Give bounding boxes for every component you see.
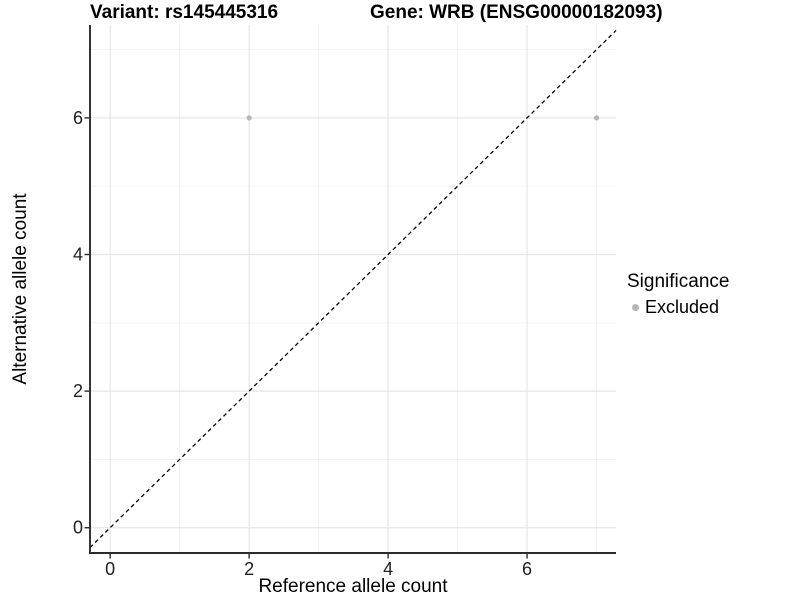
identity-dashed-line	[89, 30, 617, 548]
legend-title: Significance	[627, 271, 730, 292]
x-tick-label: 4	[383, 559, 393, 579]
y-tick-label: 4	[73, 245, 83, 265]
data-points	[246, 115, 600, 121]
data-point	[246, 115, 252, 121]
y-axis-title: Alternative allele count	[10, 193, 31, 385]
major-gridlines	[90, 25, 616, 553]
legend-entry-excluded: Excluded	[627, 297, 729, 318]
axis-tick-labels: 0 2 4 6 0 2 4 6	[73, 108, 532, 579]
excluded-point-swatch	[632, 304, 639, 311]
axis-ticks	[84, 117, 528, 559]
y-tick-label: 0	[73, 518, 83, 538]
legend-entry-label: Excluded	[645, 297, 720, 317]
y-tick-label: 6	[73, 108, 83, 128]
x-axis-title: Reference allele count	[258, 576, 448, 597]
minor-gridlines	[90, 25, 616, 553]
y-tick-label: 2	[73, 381, 83, 401]
plot-title-gene: Gene: WRB (ENSG00000182093)	[370, 2, 663, 23]
axis-lines	[89, 25, 616, 554]
x-tick-label: 6	[522, 559, 532, 579]
legend: Significance Excluded	[627, 271, 729, 318]
plot-title-variant: Variant: rs145445316	[90, 2, 279, 23]
x-tick-label: 2	[244, 559, 254, 579]
data-point	[593, 115, 600, 121]
x-tick-label: 0	[105, 559, 115, 579]
dashed-identity-line	[89, 30, 617, 548]
